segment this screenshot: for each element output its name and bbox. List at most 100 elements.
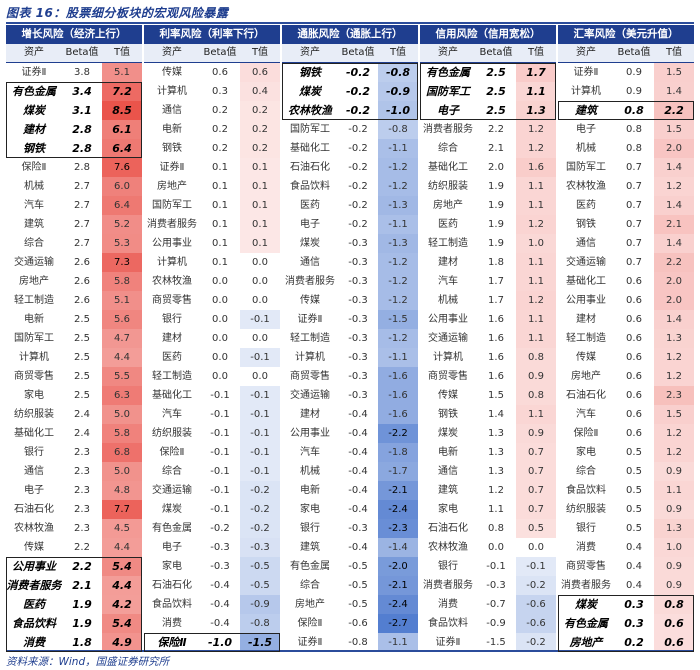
t-value-cell: -0.1	[240, 443, 280, 462]
beta-cell: 3.4	[72, 85, 92, 98]
t-value-cell: 1.1	[516, 272, 556, 291]
asset-cell: 房地产	[571, 371, 601, 382]
t-value-cell: 0.7	[516, 481, 556, 500]
table-row: 国防军工 -0.2 -0.8	[282, 120, 418, 139]
table-row: 石油石化 -0.4 -0.5	[144, 576, 280, 595]
table-row: 煤炭 0.3 0.8	[558, 595, 694, 614]
asset-cell: 综合	[24, 238, 44, 249]
table-row: 轻工制造 2.6 5.1	[6, 291, 142, 310]
asset-cell: 机械	[24, 181, 44, 192]
t-value-cell: 1.2	[654, 177, 694, 196]
beta-cell: 0.7	[626, 238, 642, 249]
t-value-cell: -0.8	[378, 120, 418, 139]
table-row: 证券Ⅱ 0.1 0.1	[144, 158, 280, 177]
t-value-cell: 0.8	[516, 386, 556, 405]
t-value-cell: -1.1	[378, 348, 418, 367]
asset-cell: 商贸零售	[566, 561, 606, 572]
table-row: 综合 2.1 1.2	[420, 139, 556, 158]
asset-cell: 医药	[162, 352, 182, 363]
beta-cell: -0.3	[348, 257, 368, 268]
t-value-cell: -1.2	[378, 272, 418, 291]
table-row: 商贸零售 -0.3 -1.6	[282, 367, 418, 386]
column-header-t: T值	[251, 47, 269, 58]
beta-cell: -0.9	[486, 618, 506, 629]
asset-cell: 石油石化	[14, 504, 54, 515]
asset-cell: 公用事业	[290, 428, 330, 439]
t-value-cell: 0.2	[240, 139, 280, 158]
t-value-cell: 1.5	[654, 120, 694, 139]
asset-cell: 商贸零售	[152, 295, 192, 306]
t-value-cell: 1.1	[516, 405, 556, 424]
t-value-cell: 1.2	[654, 424, 694, 443]
beta-cell: 1.6	[488, 314, 504, 325]
beta-cell: 2.8	[74, 162, 90, 173]
beta-cell: -0.1	[210, 409, 230, 420]
table-row: 商贸零售 1.6 0.9	[420, 367, 556, 386]
beta-cell: -0.2	[348, 124, 368, 135]
beta-cell: 1.3	[488, 447, 504, 458]
table-row: 农林牧渔 -0.2 -1.0	[282, 101, 418, 120]
table-row: 保险Ⅱ -0.6 -2.7	[282, 614, 418, 633]
t-value-cell: 0.0	[252, 257, 268, 268]
table-row: 煤炭 1.3 0.9	[420, 424, 556, 443]
table-row: 有色金属 0.3 0.6	[558, 614, 694, 633]
t-value-cell: 1.1	[516, 329, 556, 348]
beta-cell: 2.3	[74, 447, 90, 458]
beta-cell: -0.3	[210, 561, 230, 572]
table-row: 通信 0.7 1.4	[558, 234, 694, 253]
t-value-cell: -2.4	[378, 500, 418, 519]
table-row: 煤炭 -0.2 -0.9	[282, 82, 418, 101]
asset-cell: 建筑	[438, 485, 458, 496]
t-value-cell: 6.3	[102, 386, 142, 405]
table-row: 计算机 0.1 0.0	[144, 253, 280, 272]
asset-cell: 食品饮料	[290, 181, 330, 192]
beta-cell: 0.2	[212, 143, 228, 154]
beta-cell: 1.8	[72, 636, 92, 649]
beta-cell: 2.8	[72, 142, 92, 155]
asset-cell: 煤炭	[23, 104, 45, 117]
beta-cell: 2.1	[72, 579, 92, 592]
table-row: 国防军工 2.5 1.1	[420, 82, 556, 101]
t-value-cell: -0.1	[240, 462, 280, 481]
column-header: 资产 Beta值 T值	[144, 44, 280, 63]
beta-cell: -0.1	[210, 504, 230, 515]
t-value-cell: -1.2	[378, 329, 418, 348]
table-row: 轻工制造 1.9 1.0	[420, 234, 556, 253]
beta-cell: -0.3	[348, 276, 368, 287]
t-value-cell: 4.2	[102, 595, 142, 614]
table-row: 轻工制造 0.0 0.0	[144, 367, 280, 386]
t-value-cell: -0.2	[516, 633, 556, 652]
beta-cell: 2.7	[74, 181, 90, 192]
beta-cell: 2.5	[74, 390, 90, 401]
table-row: 煤炭 -0.3 -1.3	[282, 234, 418, 253]
asset-cell: 计算机	[19, 352, 49, 363]
t-value-cell: -2.1	[378, 481, 418, 500]
asset-cell: 交通运输	[14, 257, 54, 268]
t-value-cell: -2.0	[378, 557, 418, 576]
asset-cell: 保险Ⅱ	[159, 447, 185, 458]
beta-cell: 2.7	[74, 200, 90, 211]
t-value-cell: -1.1	[378, 215, 418, 234]
t-value-cell: 7.2	[102, 82, 142, 101]
beta-cell: 2.2	[488, 124, 504, 135]
table-row: 建筑 1.2 0.7	[420, 481, 556, 500]
t-value-cell: 0.9	[516, 424, 556, 443]
beta-cell: 2.2	[72, 560, 92, 573]
table-row: 公用事业 2.2 5.4	[6, 557, 142, 576]
asset-cell: 电新	[438, 447, 458, 458]
asset-cell: 轻工制造	[290, 333, 330, 344]
t-value-cell: 5.8	[102, 424, 142, 443]
asset-cell: 国防军工	[152, 200, 192, 211]
table-row: 石油石化 -0.2 -1.2	[282, 158, 418, 177]
asset-cell: 计算机	[157, 257, 187, 268]
t-value-cell: 5.6	[102, 310, 142, 329]
asset-cell: 房地产	[569, 636, 603, 649]
asset-cell: 纺织服装	[566, 504, 606, 515]
asset-cell: 农林牧渔	[566, 181, 606, 192]
beta-cell: -0.5	[348, 561, 368, 572]
asset-cell: 公用事业	[566, 295, 606, 306]
beta-cell: 0.0	[488, 542, 504, 553]
t-value-cell: -1.2	[378, 158, 418, 177]
t-value-cell: -1.3	[378, 234, 418, 253]
asset-cell: 交通运输	[566, 257, 606, 268]
